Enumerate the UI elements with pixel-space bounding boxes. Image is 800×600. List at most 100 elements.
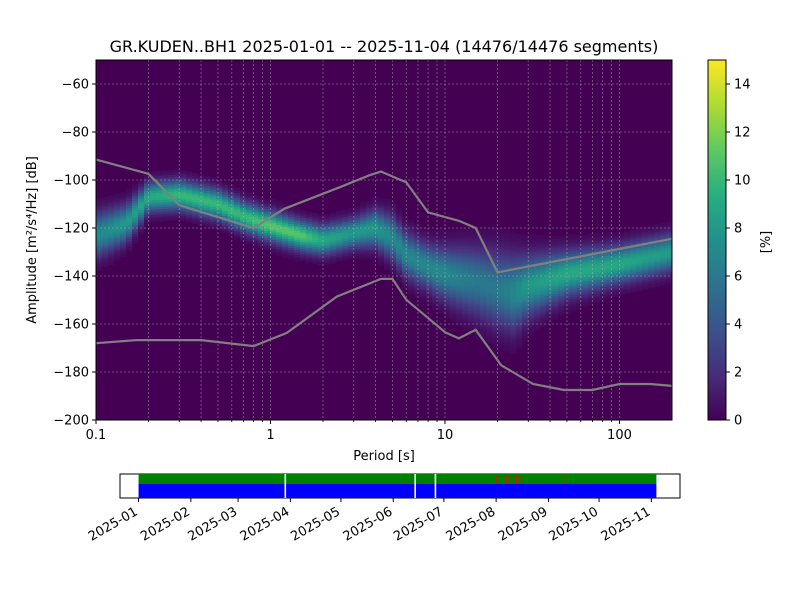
heatmap-cell <box>330 236 337 240</box>
heatmap-cell <box>156 211 163 215</box>
heatmap-cell <box>558 267 565 271</box>
heatmap-cell <box>492 246 499 250</box>
heatmap-cell <box>360 221 367 224</box>
heatmap-cell <box>408 248 415 252</box>
heatmap-cell <box>150 209 157 213</box>
heatmap-cell <box>156 206 163 210</box>
heatmap-cell <box>612 255 619 259</box>
heatmap-cell <box>462 291 469 295</box>
heatmap-cell <box>510 240 517 244</box>
heatmap-cell <box>192 180 199 184</box>
flagged-segment <box>519 475 521 484</box>
heatmap-cell <box>252 230 259 234</box>
heatmap-cell <box>420 276 427 280</box>
heatmap-cell <box>402 282 409 286</box>
heatmap-cell <box>252 202 259 205</box>
heatmap-cell <box>588 256 595 260</box>
heatmap-cell <box>648 225 655 229</box>
heatmap-cell <box>324 245 331 248</box>
heatmap-cell <box>186 200 193 204</box>
heatmap-cell <box>480 314 487 318</box>
heatmap-cell <box>150 207 157 211</box>
heatmap-cell <box>552 271 559 275</box>
heatmap-cell <box>114 222 121 226</box>
heatmap-cell <box>402 285 409 289</box>
heatmap-cell <box>456 246 463 249</box>
heatmap-cell <box>516 238 523 241</box>
heatmap-cell <box>612 265 619 269</box>
heatmap-cell <box>180 170 187 173</box>
heatmap-cell <box>480 331 487 335</box>
heatmap-cell <box>114 203 121 207</box>
heatmap-cell <box>288 221 295 225</box>
noise-model-line <box>95 158 673 274</box>
heatmap-cell <box>120 192 127 195</box>
heatmap-cell <box>552 288 559 292</box>
heatmap-cell <box>222 196 229 200</box>
heatmap-cell <box>462 253 469 257</box>
heatmap-cell <box>396 256 403 260</box>
heatmap-cell <box>438 293 445 297</box>
heatmap-cell <box>498 306 505 310</box>
heatmap-cell <box>636 228 643 232</box>
heatmap-cell <box>600 296 607 299</box>
heatmap-cell <box>456 270 463 273</box>
heatmap-cell <box>504 287 511 290</box>
heatmap-cell <box>420 231 427 235</box>
heatmap-cell <box>642 248 649 252</box>
heatmap-cell <box>594 247 601 251</box>
heatmap-cell <box>438 308 445 312</box>
heatmap-cell <box>252 235 259 239</box>
heatmap-cell <box>462 250 469 254</box>
heatmap-cell <box>654 260 661 264</box>
heatmap-cell <box>606 241 613 244</box>
heatmap-cell <box>150 192 157 196</box>
heatmap-cell <box>222 210 229 214</box>
heatmap-cell <box>618 258 625 262</box>
heatmap-cell <box>204 176 211 179</box>
heatmap-cell <box>600 288 607 292</box>
heatmap-cell <box>576 249 583 252</box>
heatmap-cell <box>108 216 115 220</box>
heatmap-cell <box>654 243 661 247</box>
heatmap-cell <box>510 315 517 318</box>
heatmap-cell <box>588 292 595 296</box>
x-tick-label: 10 <box>437 428 454 443</box>
heatmap-cell <box>654 236 661 240</box>
heatmap-cell <box>234 209 241 213</box>
x-axis-label: Period [s] <box>353 449 415 464</box>
heatmap-cell <box>552 266 559 270</box>
heatmap-cell <box>288 216 295 220</box>
heatmap-cell <box>582 271 589 274</box>
heatmap-cell <box>666 271 673 275</box>
heatmap-cell <box>162 179 169 183</box>
heatmap-cell <box>636 245 643 248</box>
heatmap-cell <box>318 252 325 256</box>
heatmap-cell <box>234 187 241 191</box>
heatmap-cell <box>414 292 421 296</box>
heatmap-cell <box>324 216 331 220</box>
heatmap-cell <box>522 309 529 313</box>
heatmap-cell <box>648 240 655 243</box>
heatmap-cell <box>138 212 145 216</box>
data-gaps <box>284 474 437 498</box>
heatmap-cell <box>516 235 523 239</box>
heatmap-cell <box>504 236 511 240</box>
noise-model-lines <box>95 158 673 392</box>
heatmap-cell <box>396 251 403 255</box>
heatmap-cell <box>426 294 433 298</box>
heatmap-cell <box>96 215 103 219</box>
heatmap-cell <box>414 225 421 229</box>
heatmap-cell <box>594 266 601 270</box>
heatmap-cell <box>570 308 577 312</box>
heatmap-cell <box>252 218 259 222</box>
heatmap-cell <box>474 281 481 285</box>
heatmap-cell <box>558 260 565 263</box>
heatmap-cell <box>192 218 199 222</box>
heatmap-cell <box>624 271 631 275</box>
heatmap-cell <box>348 239 355 243</box>
heatmap-cell <box>534 299 541 303</box>
heatmap-cell <box>174 195 181 199</box>
heatmap-cell <box>486 295 493 298</box>
timeline-tick-label: 2025-07 <box>391 504 446 544</box>
